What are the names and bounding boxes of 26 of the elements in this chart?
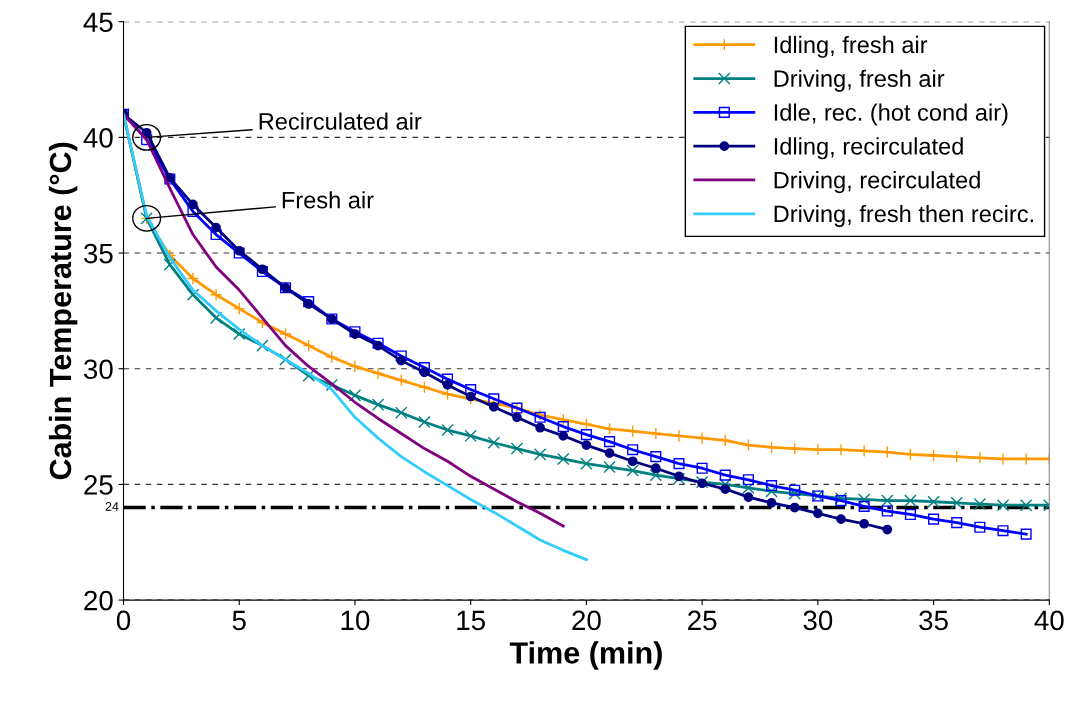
x-tick-label: 5 <box>232 610 246 631</box>
y-tick-label: 20 <box>84 590 113 611</box>
legend-label: Driving, fresh then recirc. <box>774 204 1033 227</box>
y-tick-label: 45 <box>83 12 113 33</box>
annotation: Recirculated air <box>259 112 422 130</box>
y-tick-label: 25 <box>84 475 113 495</box>
legend-label: Idling, fresh air <box>774 35 928 58</box>
x-tick-label: 40 <box>1034 610 1064 631</box>
legend-label: Driving, fresh air <box>774 69 945 92</box>
legend-label: Idle, rec. (hot cond air) <box>774 103 1008 126</box>
y-tick-label: 35 <box>83 243 113 264</box>
x-tick-label: 35 <box>919 610 948 631</box>
y-tick-label: 30 <box>83 359 113 380</box>
x-tick-label: 25 <box>688 610 717 631</box>
x-tick-label: 15 <box>457 610 485 631</box>
annotation: Fresh air <box>282 191 374 209</box>
y-axis-title: Cabin Temperature (°C) <box>48 142 78 480</box>
legend-label: Driving, recirculated <box>774 171 980 194</box>
x-tick-label: 20 <box>572 610 601 631</box>
y-tick-label: 40 <box>83 128 113 148</box>
legend-label: Idling, recirculated <box>774 137 963 160</box>
x-axis-title: Time (min) <box>509 641 662 670</box>
x-tick-label: 30 <box>803 610 833 631</box>
ref-line-label: 24 <box>105 502 119 511</box>
x-tick-label: 0 <box>116 610 131 631</box>
x-tick-label: 10 <box>341 610 370 631</box>
